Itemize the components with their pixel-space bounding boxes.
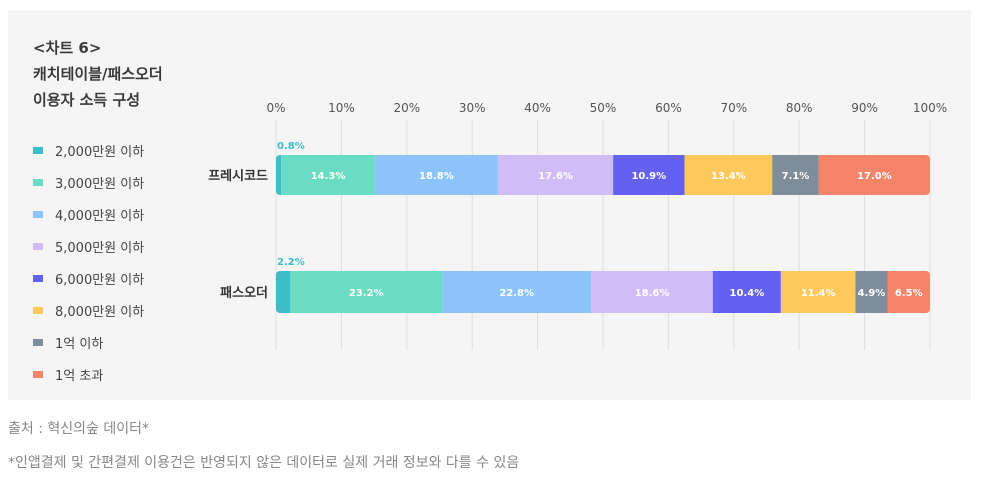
data-label: 10.9% [631, 171, 666, 182]
data-label: 11.4% [801, 288, 836, 299]
bar-segment [442, 271, 592, 313]
legend-label: 1억 초과 [55, 368, 104, 384]
x-tick-label: 20% [393, 101, 420, 115]
bar-row [276, 271, 930, 313]
bar-segment [684, 155, 773, 195]
chart-title-line-2: 캐치테이블/패스오더 [33, 65, 163, 83]
legend-swatch [33, 210, 43, 218]
data-label: 13.4% [711, 171, 746, 182]
x-tick-label: 90% [851, 101, 878, 115]
legend-swatch [33, 306, 43, 314]
legend-item: 4,000만원 이하 [33, 198, 144, 230]
data-label: 14.3% [311, 171, 346, 182]
bar-segment [290, 271, 443, 313]
chart-title-line-1: <차트 6> [33, 39, 102, 57]
x-tick-label: 0% [266, 101, 285, 115]
legend-swatch [33, 370, 43, 378]
data-label: 23.2% [349, 288, 384, 299]
x-tick-label: 40% [524, 101, 551, 115]
data-label: 4.9% [858, 288, 886, 299]
bar-segment [374, 155, 498, 195]
disclaimer-footnote: *인앱결제 및 간편결제 이용건은 반영되지 않은 데이터로 실제 거래 정보와… [8, 455, 520, 471]
legend-item: 5,000만원 이하 [33, 230, 144, 262]
data-label: 2.2% [277, 257, 305, 268]
legend-label: 8,000만원 이하 [55, 304, 145, 320]
bar-row [276, 155, 930, 195]
source-footnote: 출처 : 혁신의숲 데이터* [8, 421, 149, 437]
bar-segment [712, 271, 781, 313]
legend-label: 2,000만원 이하 [55, 144, 145, 160]
chart-title-line-3: 이용자 소득 구성 [33, 91, 141, 109]
x-tick-label: 10% [328, 101, 355, 115]
chart-title: <차트 6> 캐치테이블/패스오더 이용자 소득 구성 [33, 35, 163, 113]
data-label: 0.8% [277, 141, 305, 152]
legend-swatch [33, 338, 43, 346]
x-tick-label: 100% [913, 101, 947, 115]
bar-segment [887, 271, 930, 313]
legend-label: 3,000만원 이하 [55, 176, 145, 192]
chart-panel [8, 10, 971, 400]
x-tick-label: 60% [655, 101, 682, 115]
bar-segment [818, 155, 930, 195]
data-label: 18.8% [419, 171, 454, 182]
bar-segment [281, 155, 375, 195]
bar-segment [855, 271, 888, 313]
legend-swatch [33, 178, 43, 186]
legend-swatch [33, 146, 43, 154]
bar-segment [591, 271, 713, 313]
x-tick-label: 50% [590, 101, 617, 115]
legend-item: 6,000만원 이하 [33, 262, 144, 294]
legend-item: 1억 이하 [33, 326, 144, 358]
bar-segment [780, 271, 856, 313]
bar-segment [276, 155, 282, 195]
x-tick-label: 70% [720, 101, 747, 115]
legend-label: 5,000만원 이하 [55, 240, 145, 256]
x-tick-label: 30% [459, 101, 486, 115]
chart-legend: 2,000만원 이하 3,000만원 이하 4,000만원 이하 5,000만원… [33, 134, 144, 390]
data-label: 18.6% [635, 288, 670, 299]
legend-item: 8,000만원 이하 [33, 294, 144, 326]
data-label: 6.5% [895, 288, 923, 299]
data-label: 17.0% [857, 171, 892, 182]
legend-item: 3,000만원 이하 [33, 166, 144, 198]
bar-segment [772, 155, 819, 195]
bar-segment [613, 155, 685, 195]
category-label: 프레시코드 [208, 169, 268, 184]
data-label: 10.4% [730, 288, 765, 299]
legend-swatch [33, 242, 43, 250]
legend-item: 1억 초과 [33, 358, 144, 390]
legend-label: 1억 이하 [55, 336, 104, 352]
category-label: 패스오더 [220, 285, 268, 301]
data-label: 7.1% [782, 171, 810, 182]
bar-segment [497, 155, 614, 195]
legend-item: 2,000만원 이하 [33, 134, 144, 166]
legend-swatch [33, 274, 43, 282]
legend-label: 6,000만원 이하 [55, 272, 145, 288]
data-label: 17.6% [538, 171, 573, 182]
bar-segment [276, 271, 291, 313]
legend-label: 4,000만원 이하 [55, 208, 145, 224]
x-tick-label: 80% [786, 101, 813, 115]
data-label: 22.8% [499, 288, 534, 299]
